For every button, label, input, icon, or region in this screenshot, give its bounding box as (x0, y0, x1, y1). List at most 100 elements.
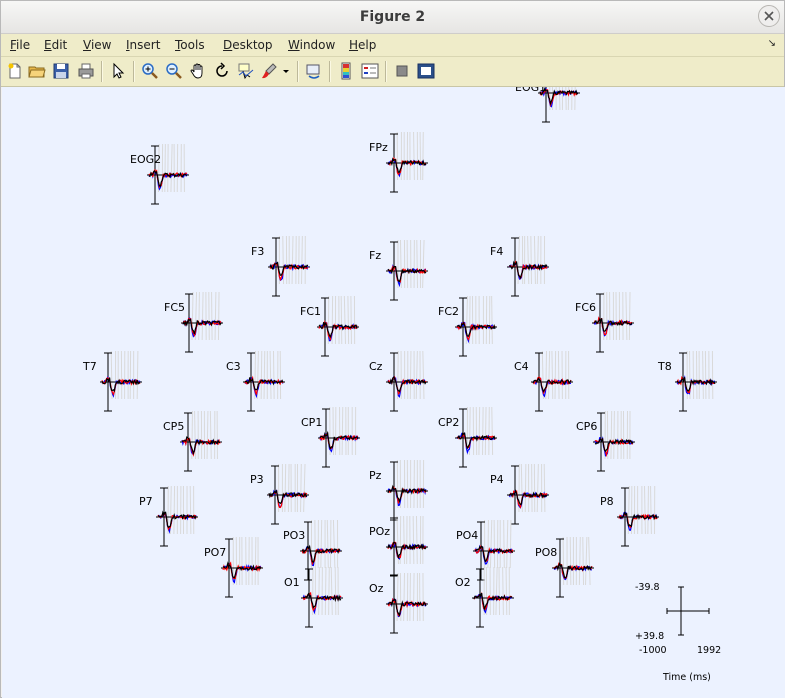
hide-plot-tools-icon[interactable] (393, 62, 411, 80)
toolbar-separator (133, 61, 135, 82)
interval-marker (194, 410, 196, 460)
interval-marker (536, 235, 539, 285)
pointer-icon[interactable] (109, 62, 127, 80)
show-plot-tools-icon[interactable] (417, 62, 435, 80)
channel-label: C4 (514, 360, 529, 373)
interval-marker (491, 295, 493, 345)
interval-marker (578, 536, 581, 586)
interval-marker (217, 291, 220, 341)
legend-icon[interactable] (361, 62, 379, 80)
channel-label: POz (369, 525, 390, 538)
channel-label: O2 (455, 576, 471, 589)
erp-trace (181, 436, 220, 456)
interval-marker (509, 519, 512, 569)
erp-trace (618, 510, 658, 528)
print-icon[interactable] (77, 62, 95, 80)
erp-trace (301, 544, 341, 564)
interval-marker (588, 536, 591, 586)
menu-bar: File Edit View Insert Tools Desktop Wind… (1, 34, 784, 57)
link-plot-icon[interactable] (305, 62, 323, 80)
interval-marker (557, 350, 560, 400)
channel-label: PO8 (535, 546, 557, 559)
erp-trace (387, 157, 427, 173)
open-file-icon[interactable] (28, 62, 46, 80)
interval-marker (332, 519, 336, 569)
channel-plot-eog2: EOG2 (130, 143, 189, 205)
interval-marker (558, 87, 561, 111)
erp-trace (509, 260, 548, 280)
interval-marker (326, 519, 329, 569)
channel-label: CP2 (438, 416, 459, 429)
scale-ymax-label: +39.8 (635, 631, 664, 642)
menu-insert[interactable]: Insert (126, 38, 161, 52)
interval-marker (505, 566, 508, 616)
brush-icon[interactable] (260, 62, 278, 80)
interval-marker (503, 519, 505, 569)
data-cursor-icon[interactable] (237, 62, 255, 80)
interval-marker (399, 239, 402, 289)
interval-marker (704, 350, 707, 400)
interval-marker (214, 291, 217, 341)
new-figure-icon[interactable] (6, 62, 24, 80)
dock-arrow-icon[interactable]: ↘ (767, 38, 776, 49)
menu-desktop[interactable]: Desktop (223, 38, 273, 52)
zoom-out-icon[interactable] (165, 62, 183, 80)
interval-marker (647, 485, 649, 535)
channel-plot-oz: Oz (369, 572, 428, 634)
erp-trace (676, 377, 716, 392)
erp-trace (269, 261, 309, 276)
pan-hand-icon[interactable] (189, 62, 207, 80)
interval-marker (409, 350, 412, 400)
toolbar-separator (297, 61, 299, 82)
channel-plot-p4: P4 (490, 463, 549, 525)
menu-file[interactable]: File (10, 38, 31, 52)
interval-marker (415, 350, 418, 400)
interval-marker (506, 519, 509, 569)
interval-marker (284, 463, 287, 513)
channel-label: FC2 (438, 305, 459, 318)
menu-tools[interactable]: Tools (175, 38, 205, 52)
interval-marker (567, 87, 570, 111)
channel-plot-po4: PO4 (456, 519, 515, 581)
erp-trace (319, 430, 359, 450)
interval-marker (644, 485, 646, 535)
channel-plot-po7: PO7 (204, 536, 263, 598)
interval-marker (527, 235, 530, 285)
interval-marker (551, 350, 554, 400)
close-icon (764, 11, 774, 21)
interval-marker (189, 485, 192, 535)
menu-view[interactable]: View (83, 38, 112, 52)
erp-trace (148, 170, 188, 188)
interval-marker (324, 566, 327, 616)
channel-label: FPz (369, 141, 388, 154)
interval-marker (610, 410, 613, 460)
menu-help[interactable]: Help (349, 38, 377, 52)
channel-label: Pz (369, 469, 382, 482)
interval-marker (419, 131, 422, 181)
figure-canvas[interactable]: EOG1 EOG2 FPz F3 Fz F4 FC5 FC1 FC2 FC6 T7 C3 Cz C4 T8 C… (2, 87, 785, 698)
menu-window[interactable]: Window (288, 38, 336, 52)
brush-dropdown-icon[interactable] (281, 62, 291, 80)
interval-marker (495, 566, 498, 616)
close-button[interactable] (758, 5, 780, 27)
interval-marker (269, 350, 272, 400)
channel-plot-fz: Fz (369, 239, 428, 301)
zoom-in-icon[interactable] (141, 62, 159, 80)
colorbar-icon[interactable] (337, 62, 355, 80)
rotate-3d-icon[interactable] (213, 62, 231, 80)
erp-trace (473, 592, 513, 612)
toolbar-separator (101, 61, 103, 82)
toolbar-separator (329, 61, 331, 82)
channel-label: CP5 (163, 420, 184, 433)
erp-trace (508, 489, 548, 506)
channel-label: FC1 (300, 305, 321, 318)
channel-plot-t8: T8 (657, 350, 717, 412)
interval-marker (272, 350, 275, 400)
menu-edit[interactable]: Edit (44, 38, 68, 52)
channel-plot-poz: POz (369, 515, 428, 577)
title-bar: Figure 2 (1, 1, 784, 34)
channel-label: PO3 (283, 529, 305, 542)
save-icon[interactable] (52, 62, 70, 80)
figure-toolbar (1, 57, 784, 87)
